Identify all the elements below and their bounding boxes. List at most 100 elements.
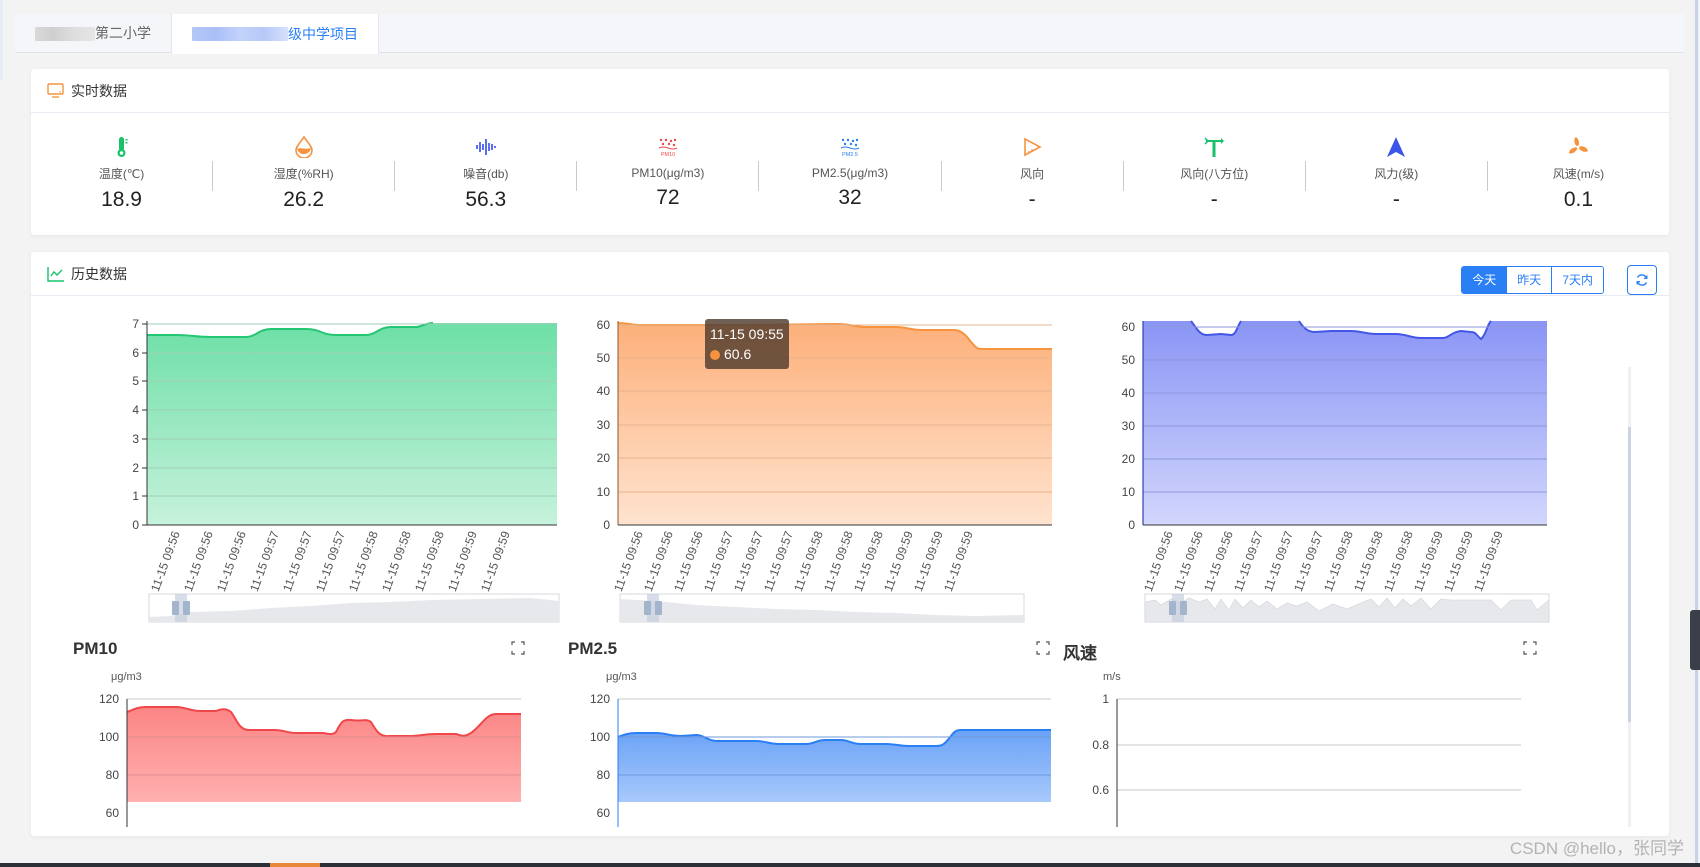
svg-text:11-15 09:56: 11-15 09:56 [181, 529, 216, 593]
taskbar-accent [270, 863, 320, 867]
svg-text:11-15 09:59: 11-15 09:59 [941, 529, 976, 593]
svg-text:11-15 09:57: 11-15 09:57 [1261, 529, 1296, 593]
svg-text:11-15 09:58: 11-15 09:58 [821, 529, 856, 593]
metrics-row: 温度(℃) 18.9 湿度(%RH) 26.2 噪音(db) 56.3 PM10… [31, 113, 1669, 233]
chart-title: PM2.5 [568, 639, 618, 658]
pm25-icon: PM2.5 [759, 136, 940, 160]
svg-text:4: 4 [132, 403, 139, 417]
chart-purple-series: 60 50 40 30 20 10 0 11-15 09:56 11-15 09:56 1… [1071, 297, 1550, 627]
tab-middle-school-project[interactable]: 级中学项目 [172, 14, 379, 54]
range-yesterday-button[interactable]: 昨天 [1506, 267, 1552, 293]
metric-label: 风向(八方位) [1180, 166, 1249, 181]
orange-area-chart: 60 50 40 30 20 10 0 11-15 09:56 11-15 09:56 1… [597, 318, 1052, 623]
pm25-area-chart: 120 100 80 60 [590, 692, 1051, 827]
svg-text:60: 60 [1122, 320, 1136, 334]
chart-title: PM10 [73, 639, 118, 658]
svg-text:60: 60 [106, 806, 120, 820]
fullscreen-icon[interactable] [1523, 641, 1537, 655]
fullscreen-icon[interactable] [1036, 641, 1050, 655]
metric-value: - [1210, 187, 1218, 211]
datazoom-slider[interactable] [1144, 593, 1550, 623]
datazoom-slider[interactable] [148, 593, 560, 623]
noise-wave-icon [395, 135, 576, 159]
realtime-header: 实时数据 [31, 69, 1669, 113]
metric-value: - [1392, 187, 1400, 211]
scrollbar-thumb[interactable] [1628, 427, 1631, 722]
svg-text:40: 40 [1122, 386, 1136, 400]
svg-text:0.6: 0.6 [1092, 783, 1109, 797]
chart-orange-series: 60 50 40 30 20 10 0 11-15 09:56 11-15 09:56 1… [576, 297, 1052, 627]
realtime-data-card: 实时数据 温度(℃) 18.9 湿度(%RH) 26.2 噪音(db) 56.3 [31, 69, 1669, 235]
metric-value: 56.3 [465, 187, 507, 211]
series-dot-icon [710, 350, 720, 361]
svg-text:11-15 09:56: 11-15 09:56 [148, 529, 183, 593]
divider [940, 161, 942, 191]
metric-label: PM2.5(μg/m3) [811, 166, 889, 180]
svg-text:10: 10 [597, 485, 611, 499]
realtime-title: 实时数据 [71, 82, 127, 99]
svg-text:20: 20 [597, 451, 611, 465]
project-tabs: 第二小学 级中学项目 [15, 14, 1684, 54]
range-today-button[interactable]: 今天 [1462, 267, 1507, 293]
refresh-button[interactable] [1627, 265, 1657, 295]
svg-text:120: 120 [590, 692, 610, 706]
svg-text:11-15 09:58: 11-15 09:58 [1351, 529, 1386, 593]
chart-unit: μg/m3 [111, 671, 142, 683]
tooltip-time: 11-15 09:55 [710, 326, 784, 342]
divider [394, 161, 396, 191]
metric-pm10: PM10 PM10(μg/m3) 72 [577, 136, 758, 210]
datazoom-slider[interactable] [619, 593, 1025, 623]
svg-text:11-15 09:58: 11-15 09:58 [791, 529, 826, 593]
vertical-scrollbar[interactable] [1628, 367, 1631, 827]
tab-label: 第二小学 [95, 25, 151, 41]
chart-tooltip: 11-15 09:55 60.6 [705, 319, 789, 369]
svg-text:11-15 09:56: 11-15 09:56 [1171, 529, 1206, 593]
svg-text:11-15 09:58: 11-15 09:58 [1381, 529, 1416, 593]
svg-text:PM2.5: PM2.5 [842, 152, 858, 158]
svg-text:30: 30 [1122, 419, 1136, 433]
metric-label: 风向 [1020, 166, 1045, 181]
pm10-area-chart: 120 100 80 60 [99, 692, 521, 827]
metric-label: 温度(℃) [98, 166, 145, 181]
history-title: 历史数据 [71, 265, 127, 282]
metric-value: 72 [656, 186, 680, 209]
chart-unit: μg/m3 [606, 671, 637, 683]
tab-primary-school[interactable]: 第二小学 [15, 14, 172, 53]
pm10-icon: PM10 [577, 136, 758, 160]
divider [212, 161, 214, 191]
side-widget[interactable] [1690, 610, 1700, 670]
range-7days-button[interactable]: 7天内 [1551, 267, 1603, 293]
svg-text:11-15 09:59: 11-15 09:59 [1441, 529, 1476, 593]
svg-text:1: 1 [1102, 692, 1109, 706]
divider [1304, 161, 1306, 191]
chart-unit: m/s [1103, 671, 1121, 683]
date-range-selector: 今天 昨天 7天内 [1461, 266, 1604, 294]
metric-label: 风力(级) [1374, 166, 1419, 181]
svg-text:11-15 09:56: 11-15 09:56 [214, 529, 249, 593]
divider [576, 161, 578, 191]
svg-text:0: 0 [603, 518, 610, 532]
humidity-drop-icon [213, 135, 394, 159]
svg-text:20: 20 [1122, 452, 1136, 466]
svg-text:11-15 09:57: 11-15 09:57 [247, 529, 282, 593]
line-chart-icon [47, 266, 65, 282]
wind-force-icon [1306, 135, 1487, 159]
history-data-card: 历史数据 今天 昨天 7天内 [31, 252, 1669, 836]
svg-text:11-15 09:57: 11-15 09:57 [280, 529, 315, 593]
svg-text:100: 100 [99, 730, 119, 744]
svg-text:11-15 09:56: 11-15 09:56 [611, 529, 646, 593]
svg-text:40: 40 [597, 384, 611, 398]
redacted-text [192, 27, 288, 41]
fullscreen-icon[interactable] [511, 641, 525, 655]
metric-temperature: 温度(℃) 18.9 [31, 135, 212, 212]
svg-text:11-15 09:57: 11-15 09:57 [761, 529, 796, 593]
svg-text:11-15 09:59: 11-15 09:59 [1411, 529, 1446, 593]
divider [1122, 161, 1124, 191]
svg-text:60: 60 [597, 318, 611, 332]
green-area-chart: 7 6 5 4 3 2 1 0 11-15 09:56 11-15 09:56 11-15 … [132, 317, 560, 623]
svg-text:120: 120 [99, 692, 119, 706]
svg-text:11-15 09:58: 11-15 09:58 [1321, 529, 1356, 593]
svg-text:7: 7 [132, 317, 139, 331]
divider [1486, 161, 1488, 191]
metric-pm25: PM2.5 PM2.5(μg/m3) 32 [759, 136, 940, 210]
